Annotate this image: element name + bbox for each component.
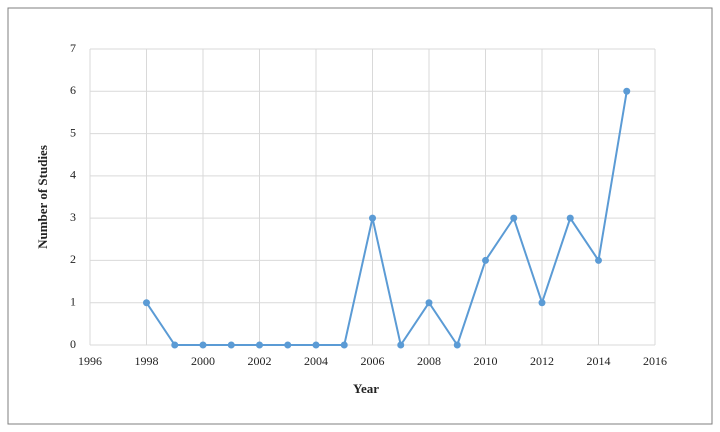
marker xyxy=(199,341,207,349)
marker xyxy=(397,341,405,349)
x-tick-label: 2002 xyxy=(248,354,272,368)
y-tick-label: 2 xyxy=(70,252,76,266)
marker xyxy=(425,299,433,307)
marker xyxy=(227,341,235,349)
marker xyxy=(595,256,602,264)
y-tick-label: 3 xyxy=(70,210,76,224)
x-tick-label: 1996 xyxy=(78,354,102,368)
x-tick-label: 2012 xyxy=(530,354,554,368)
x-tick-label: 2006 xyxy=(361,354,385,368)
chart-border xyxy=(7,7,713,425)
x-axis-label: Year xyxy=(353,381,379,396)
marker xyxy=(510,214,518,222)
x-tick-label: 2004 xyxy=(304,354,328,368)
y-tick-label: 1 xyxy=(70,294,76,308)
marker xyxy=(143,299,150,307)
y-tick-label: 6 xyxy=(70,83,76,97)
marker xyxy=(369,214,376,222)
x-tick-label: 1998 xyxy=(135,354,159,368)
marker xyxy=(538,299,546,307)
marker xyxy=(340,341,348,349)
x-tick-label: 2014 xyxy=(587,354,611,368)
marker xyxy=(171,341,179,349)
marker xyxy=(453,341,461,349)
y-tick-label: 5 xyxy=(70,125,76,139)
marker xyxy=(284,341,292,349)
marker xyxy=(256,341,263,349)
x-tick-label: 2008 xyxy=(417,354,441,368)
marker xyxy=(312,341,320,349)
x-tick-label: 2000 xyxy=(191,354,215,368)
y-tick-label: 4 xyxy=(70,168,76,182)
x-tick-label: 2016 xyxy=(643,354,667,368)
x-tick-label: 2010 xyxy=(474,354,498,368)
marker xyxy=(623,87,631,95)
marker xyxy=(566,214,574,222)
marker xyxy=(482,256,489,264)
y-axis-label: Number of Studies xyxy=(35,145,50,249)
line xyxy=(145,91,628,348)
y-tick-label: 0 xyxy=(70,337,76,351)
y-tick-label: 7 xyxy=(70,41,76,55)
